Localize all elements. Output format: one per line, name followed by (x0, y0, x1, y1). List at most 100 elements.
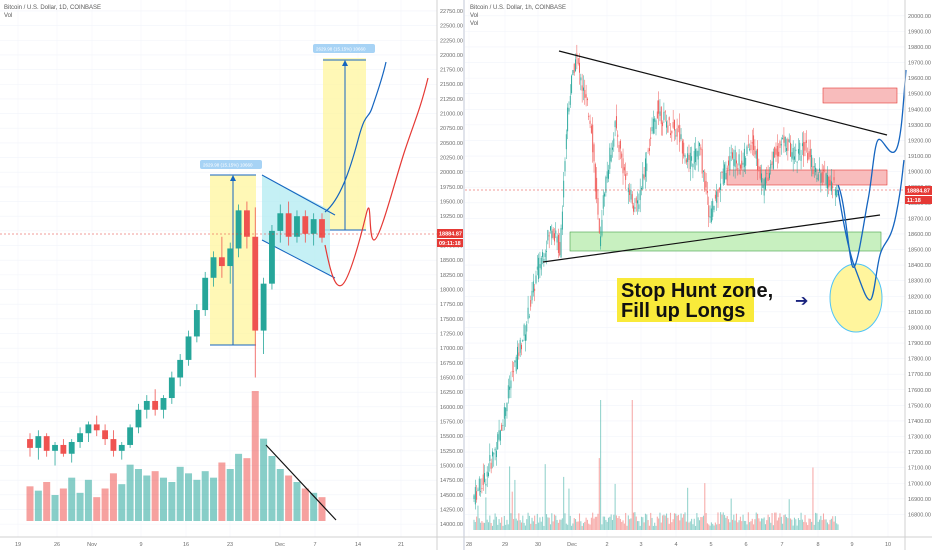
right-candle-body (581, 85, 583, 91)
right-volume-bar (708, 524, 710, 530)
callout-line-2: Fill up Longs (621, 300, 745, 322)
right-candle-body (808, 151, 810, 160)
right-volume-bar (539, 517, 541, 530)
right-volume-bar (733, 514, 735, 530)
right-candle-body (733, 159, 735, 166)
right-candle-body (825, 173, 827, 185)
right-volume-bar (485, 497, 487, 530)
right-candle-body (836, 190, 838, 198)
left-y-tick-label: 19750.00 (440, 185, 463, 191)
right-volume-bar (623, 523, 625, 530)
right-volume-bar (766, 520, 768, 530)
left-candle-body (60, 444, 67, 454)
left-y-tick-label: 22500.00 (440, 24, 463, 30)
left-y-tick-label: 21000.00 (440, 112, 463, 118)
right-volume-bar (503, 515, 505, 530)
right-volume-bar (760, 518, 763, 530)
right-y-tick-label: 18600.00 (908, 232, 931, 238)
left-volume-bar (26, 486, 34, 521)
right-volume-bar (804, 515, 806, 530)
right-candle-body (641, 187, 642, 190)
right-candle-body (631, 194, 633, 204)
right-volume-bar (803, 521, 805, 530)
right-candle-body (799, 142, 801, 156)
right-volume-bar (779, 513, 781, 530)
right-candle-body (531, 290, 533, 301)
right-y-tick-label: 18200.00 (908, 294, 931, 300)
right-volume-bar (669, 512, 672, 530)
right-y-tick-label: 19100.00 (908, 154, 931, 160)
right-candle-body (539, 264, 541, 268)
right-volume-bar (528, 515, 530, 530)
right-candle-body (812, 166, 814, 175)
left-volume-bar (268, 456, 276, 521)
right-candle-body (807, 152, 809, 161)
right-volume-bar (660, 522, 662, 530)
right-volume-bar (680, 513, 682, 530)
right-candle-body (623, 167, 625, 171)
left-y-tick-label: 18000.00 (440, 288, 463, 294)
left-projection-blue (324, 61, 387, 213)
right-candle-body (688, 154, 690, 160)
left-y-tick-label: 17000.00 (440, 346, 463, 352)
right-y-tick-label: 19500.00 (908, 92, 931, 98)
left-volume-bar (76, 492, 84, 521)
right-volume-bar (775, 512, 777, 530)
right-volume-bar (825, 519, 827, 530)
left-candle-body (218, 257, 225, 267)
right-volume-bar (642, 517, 644, 530)
right-volume-bar (720, 512, 722, 530)
right-volume-bar (758, 518, 760, 530)
left-volume-bar (101, 488, 109, 521)
right-candle-body (701, 149, 703, 174)
right-volume-bar (750, 521, 752, 530)
right-candle-body (473, 495, 475, 500)
left-measure-2-arrowhead (342, 60, 348, 66)
right-candle-body (635, 197, 637, 203)
right-candle-body (671, 130, 673, 134)
right-candle-body (681, 140, 683, 154)
right-volume-bar (651, 517, 653, 530)
right-candle-body (792, 147, 794, 161)
right-volume-bar (828, 524, 830, 530)
right-y-tick-label: 20000.00 (908, 14, 931, 20)
right-candle-body (550, 226, 551, 231)
left-price-tag: 18884.87 (439, 232, 462, 238)
right-candle-body (729, 155, 731, 171)
right-candle-body (804, 142, 806, 151)
right-candle-body (614, 121, 616, 128)
right-volume-bar (800, 512, 802, 530)
right-volume-bar (593, 518, 595, 530)
right-volume-bar (826, 522, 828, 530)
right-candle-body (585, 94, 587, 98)
right-candle-body (679, 125, 681, 143)
right-candle-body (737, 168, 739, 170)
right-volume-bar (505, 524, 507, 530)
right-candle-body (567, 107, 569, 132)
right-volume-bar (805, 522, 807, 530)
right-candle-body (667, 125, 669, 133)
left-candle-body (168, 377, 175, 399)
left-y-tick-label: 15250.00 (440, 449, 463, 455)
right-candle-body (770, 163, 772, 169)
right-volume-bar (656, 516, 658, 530)
left-x-tick-label: 7 (313, 542, 316, 548)
right-y-tick-label: 18300.00 (908, 279, 931, 285)
right-candle-body (705, 181, 707, 188)
right-candle-body (732, 152, 733, 159)
right-candle-body (546, 251, 547, 252)
right-volume-bar (622, 520, 624, 530)
right-volume-bar (577, 521, 579, 530)
left-volume-bar (276, 469, 284, 521)
left-candle-body (285, 213, 292, 237)
right-volume-bar (614, 483, 616, 530)
left-candle-body (260, 283, 267, 331)
right-volume-bar (819, 519, 821, 530)
right-candle-body (514, 360, 516, 363)
right-candle-body (833, 177, 835, 181)
right-x-tick-label: 30 (535, 542, 541, 548)
right-candle-body (619, 140, 621, 149)
left-x-tick-label: 19 (15, 542, 21, 548)
right-volume-bar (635, 516, 637, 530)
right-volume-bar (774, 512, 776, 530)
